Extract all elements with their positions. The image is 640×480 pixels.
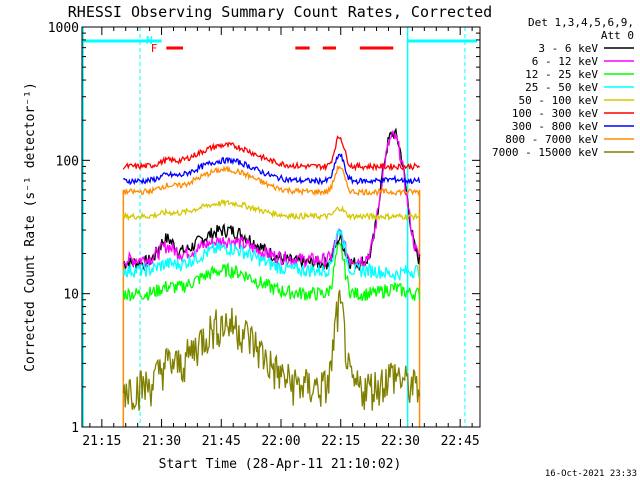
series-line	[122, 135, 421, 172]
x-tick-label: 21:15	[82, 434, 121, 449]
x-tick-label: 22:30	[381, 434, 420, 449]
series-line	[122, 289, 421, 411]
y-tick-label: 100	[56, 154, 79, 169]
x-tick-label: 22:45	[441, 434, 480, 449]
series-line	[122, 129, 420, 269]
series-line	[122, 127, 421, 272]
legend-entry-label: 12 - 25 keV	[525, 68, 598, 81]
legend-entry-label: 6 - 12 keV	[532, 55, 599, 68]
x-tick-label: 22:15	[321, 434, 360, 449]
x-axis-label: Start Time (28-Apr-11 21:10:02)	[159, 457, 402, 472]
legend-entry-label: 50 - 100 keV	[519, 94, 599, 107]
series-line	[122, 198, 421, 222]
x-tick-label: 21:45	[202, 434, 241, 449]
flare-label: F	[151, 42, 158, 55]
legend-entry-label: 7000 - 15000 keV	[492, 146, 598, 159]
y-tick-label: 1000	[48, 21, 79, 36]
legend-header: Det 1,3,4,5,6,9,	[528, 16, 634, 29]
series-line	[122, 241, 421, 302]
y-tick-label: 1	[71, 421, 79, 436]
footer-timestamp: 16-Oct-2021 23:33	[545, 469, 637, 479]
y-axis-label: Corrected Count Rate (s⁻¹ detector⁻¹)	[23, 82, 38, 372]
plot-area: NF	[82, 27, 477, 427]
y-tick-label: 10	[63, 288, 79, 303]
series-line	[122, 228, 421, 281]
legend-header: Att 0	[601, 29, 634, 42]
legend-entry-label: 25 - 50 keV	[525, 81, 598, 94]
night-label: N	[146, 34, 153, 47]
legend-entry-label: 100 - 300 keV	[512, 107, 598, 120]
series-line	[122, 153, 421, 186]
legend-entry-label: 300 - 800 keV	[512, 120, 598, 133]
chart-title: RHESSI Observing Summary Count Rates, Co…	[68, 3, 492, 21]
x-tick-label: 22:00	[261, 434, 300, 449]
series-line	[122, 165, 421, 197]
legend-entry-label: 3 - 6 keV	[538, 42, 598, 55]
legend-entry-label: 800 - 7000 keV	[505, 133, 598, 146]
x-tick-label: 21:30	[142, 434, 181, 449]
y-axis: 1 10 100 1000	[48, 21, 480, 436]
x-axis: 21:15 21:30 21:45 22:00 22:15 22:30 22:45	[82, 27, 480, 449]
